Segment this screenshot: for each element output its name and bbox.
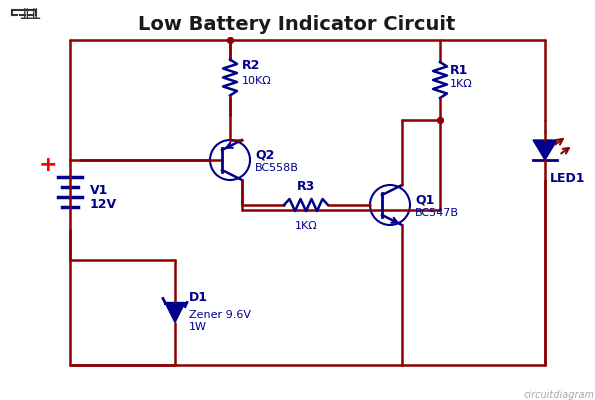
Text: 10KΩ: 10KΩ xyxy=(242,76,272,86)
Text: Low Battery Indicator Circuit: Low Battery Indicator Circuit xyxy=(138,15,456,34)
Text: ╨╨: ╨╨ xyxy=(20,10,40,28)
Text: BC547B: BC547B xyxy=(415,208,459,218)
Text: circuitdiagram: circuitdiagram xyxy=(524,390,595,400)
Text: 12V: 12V xyxy=(90,198,117,212)
Text: D1: D1 xyxy=(189,291,208,304)
Text: V1: V1 xyxy=(90,184,108,196)
Polygon shape xyxy=(533,140,557,160)
Text: 1KΩ: 1KΩ xyxy=(450,79,473,89)
Text: 1KΩ: 1KΩ xyxy=(295,221,317,231)
Text: +: + xyxy=(39,155,57,175)
Text: R2: R2 xyxy=(242,59,261,72)
Text: R1: R1 xyxy=(450,64,468,76)
Text: BC558B: BC558B xyxy=(255,163,299,173)
Text: R3: R3 xyxy=(297,180,315,193)
Text: LED1: LED1 xyxy=(550,172,585,184)
Text: 1W: 1W xyxy=(189,322,207,332)
Polygon shape xyxy=(165,302,185,322)
Text: Q2: Q2 xyxy=(255,148,274,162)
Text: Zener 9.6V: Zener 9.6V xyxy=(189,310,251,320)
Text: Q1: Q1 xyxy=(415,194,434,206)
